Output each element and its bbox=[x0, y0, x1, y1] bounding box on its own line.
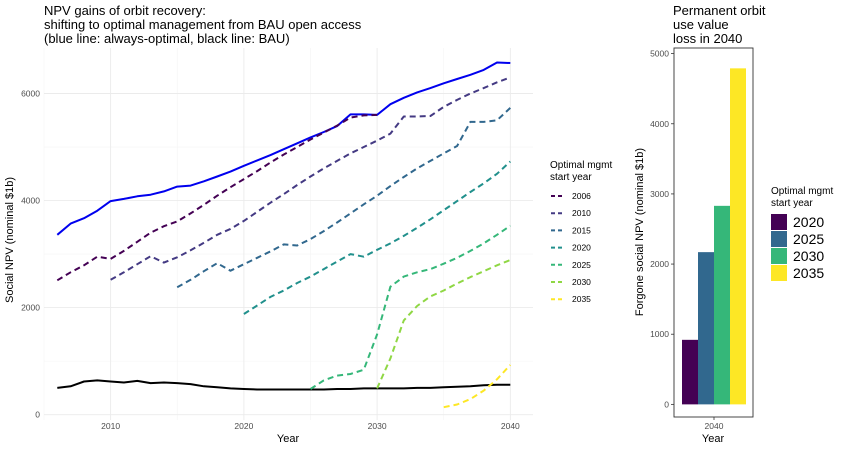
left-y-tick-label: 4000 bbox=[21, 196, 40, 206]
right-y-tick-label: 0 bbox=[664, 399, 669, 409]
series-line-2015 bbox=[176, 107, 511, 289]
series-line-always-optimal bbox=[56, 61, 511, 236]
left-y-tick-label: 2000 bbox=[21, 303, 40, 313]
left-y-tick-labels: 0 2000 4000 6000 bbox=[21, 88, 40, 419]
left-y-axis-label: Social NPV (nominal $1b) bbox=[4, 177, 16, 303]
series-line-2010 bbox=[110, 76, 511, 281]
series-line-bau bbox=[57, 379, 511, 391]
right-legend-key-2020 bbox=[771, 214, 787, 230]
left-legend-keys: 2006 2010 2015 2020 2025 2030 2035 bbox=[551, 191, 591, 304]
right-legend-label-2035: 2035 bbox=[793, 265, 824, 281]
bar-2025 bbox=[698, 252, 714, 405]
left-x-tick-labels: 2010 2020 2030 2040 bbox=[101, 421, 520, 431]
right-x-tick-labels: 2040 bbox=[705, 417, 724, 431]
right-y-tick-label: 4000 bbox=[650, 119, 669, 129]
legend-label-2015: 2015 bbox=[572, 225, 591, 235]
legend-label-2020: 2020 bbox=[572, 243, 591, 253]
bar-2030 bbox=[714, 205, 730, 405]
left-series-lines bbox=[56, 61, 512, 409]
left-x-tick-label: 2020 bbox=[234, 421, 253, 431]
right-y-tick-label: 3000 bbox=[650, 189, 669, 199]
right-legend-title-line-2: start year bbox=[771, 198, 813, 209]
right-title-line-2: use value bbox=[673, 17, 729, 32]
left-y-tick-label: 0 bbox=[35, 410, 40, 420]
legend-label-2025: 2025 bbox=[572, 260, 591, 270]
right-title-line-1: Permanent orbit bbox=[673, 3, 766, 18]
series-line-2025 bbox=[309, 224, 511, 390]
left-legend-title-line-2: start year bbox=[550, 172, 592, 183]
left-legend: Optimal mgmt start year 2006 2010 2015 2020… bbox=[550, 160, 612, 304]
right-y-tick-label: 1000 bbox=[650, 329, 669, 339]
right-y-tick-labels: 0 1000 2000 3000 4000 5000 bbox=[650, 49, 674, 409]
left-x-tick-label: 2010 bbox=[101, 421, 120, 431]
right-legend-key-2025 bbox=[771, 231, 787, 247]
left-title-line-1: NPV gains of orbit recovery: bbox=[44, 3, 206, 18]
legend-label-2010: 2010 bbox=[572, 208, 591, 218]
left-x-axis-label: Year bbox=[277, 433, 300, 445]
right-y-axis-label: Forgone social NPV (nominal $1b) bbox=[634, 148, 646, 316]
right-x-axis-label: Year bbox=[702, 433, 725, 445]
orbit-loss-chart: Permanent orbit use value loss in 2040 0… bbox=[634, 3, 766, 445]
left-x-tick-label: 2040 bbox=[501, 421, 520, 431]
bar-2035 bbox=[730, 68, 746, 405]
right-legend-label-2020: 2020 bbox=[793, 214, 824, 230]
right-panel-border bbox=[673, 47, 754, 418]
left-x-tick-label: 2030 bbox=[368, 421, 387, 431]
legend-label-2035: 2035 bbox=[572, 294, 591, 304]
left-legend-title-line-1: Optimal mgmt bbox=[550, 160, 612, 171]
bar-2020 bbox=[682, 339, 698, 405]
legend-label-2030: 2030 bbox=[572, 277, 591, 287]
series-line-2030 bbox=[376, 259, 511, 389]
left-y-tick-label: 6000 bbox=[21, 88, 40, 98]
left-gridlines bbox=[43, 48, 533, 420]
legend-label-2006: 2006 bbox=[572, 191, 591, 201]
left-title-line-2: shifting to optimal management from BAU … bbox=[44, 17, 362, 32]
series-line-2020 bbox=[243, 160, 511, 315]
right-y-tick-label: 5000 bbox=[650, 49, 669, 59]
right-y-tick-label: 2000 bbox=[650, 259, 669, 269]
npv-gains-chart: NPV gains of orbit recovery: shifting to… bbox=[4, 3, 533, 445]
right-legend-key-2030 bbox=[771, 248, 787, 264]
right-x-tick-label: 2040 bbox=[705, 421, 724, 431]
right-title-line-3: loss in 2040 bbox=[673, 31, 742, 46]
right-legend-key-2035 bbox=[771, 265, 787, 281]
right-legend-label-2025: 2025 bbox=[793, 231, 824, 247]
right-legend-title-line-1: Optimal mgmt bbox=[771, 186, 833, 197]
series-line-2006 bbox=[56, 113, 378, 282]
right-bars bbox=[682, 68, 746, 405]
right-legend-label-2030: 2030 bbox=[793, 248, 824, 264]
series-line-2035 bbox=[443, 364, 512, 409]
left-title-line-3: (blue line: always-optimal, black line: … bbox=[44, 31, 290, 46]
